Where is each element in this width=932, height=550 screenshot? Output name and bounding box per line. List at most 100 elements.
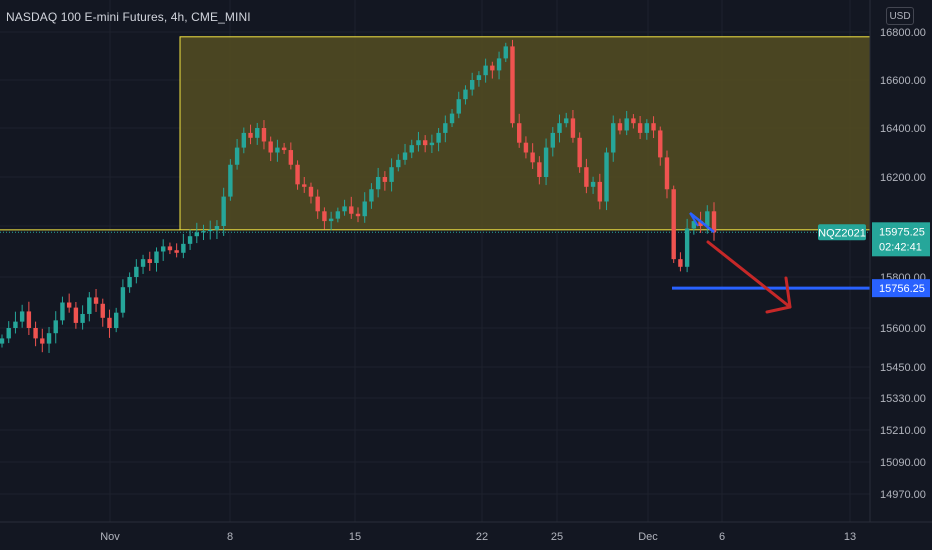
candle-body-101	[678, 259, 683, 267]
candle-body-6	[40, 338, 45, 344]
candle-body-40	[268, 141, 273, 153]
candle-body-33	[221, 196, 226, 226]
candle-body-58	[389, 167, 394, 182]
candle-body-86	[577, 137, 582, 168]
candle-body-96	[644, 123, 650, 133]
countdown-text: 02:42:41	[879, 241, 922, 253]
candle-body-50	[335, 211, 341, 219]
candle-body-104	[698, 221, 703, 226]
candle-body-28	[187, 236, 193, 244]
y-tick-label-10: 14970.00	[880, 489, 926, 501]
candle-body-9	[60, 302, 65, 321]
candle-body-10	[66, 302, 72, 308]
candle-body-26	[174, 250, 179, 253]
last-price-badge	[872, 222, 930, 257]
candle-body-103	[691, 221, 697, 229]
candle-body-41	[275, 147, 280, 153]
x-tick-label-4: 25	[551, 531, 563, 543]
x-tick-label-6: 6	[719, 531, 725, 543]
candle-body-57	[382, 177, 388, 182]
candle-body-79	[530, 152, 535, 163]
candle-body-48	[322, 211, 327, 222]
candle-body-95	[637, 123, 643, 133]
candle-body-65	[436, 132, 441, 143]
candle-body-80	[537, 162, 542, 177]
candle-body-2	[13, 321, 18, 328]
x-tick-label-5: Dec	[638, 531, 658, 543]
x-tick-label-2: 15	[349, 531, 361, 543]
candle-body-93	[624, 118, 629, 131]
candle-body-44	[295, 164, 300, 185]
symbol-badge	[818, 224, 866, 241]
candle-body-81	[543, 147, 549, 177]
candle-body-49	[328, 218, 334, 222]
candle-body-59	[396, 159, 401, 168]
y-tick-label-0: 16800.00	[880, 27, 926, 39]
candle-body-90	[604, 152, 609, 202]
currency-button[interactable]: USD	[886, 7, 914, 25]
candle-body-17	[113, 312, 119, 328]
candle-body-0	[0, 338, 5, 344]
candle-body-35	[234, 147, 240, 165]
candle-body-43	[288, 150, 294, 165]
candle-body-82	[550, 132, 555, 148]
candle-body-21	[140, 259, 146, 267]
candle-body-19	[127, 277, 132, 288]
candle-body-7	[46, 333, 52, 344]
candle-body-11	[73, 307, 79, 323]
candle-body-102	[684, 228, 690, 267]
candle-body-106	[711, 211, 717, 233]
candle-body-94	[631, 118, 636, 124]
y-tick-label-7: 15330.00	[880, 393, 926, 405]
support-price-text: 15756.25	[879, 283, 925, 295]
candle-body-54	[362, 201, 367, 217]
candle-body-13	[87, 297, 92, 314]
candle-body-76	[510, 46, 515, 124]
candle-body-29	[194, 232, 199, 237]
triangle-pattern-drawing[interactable]	[689, 212, 715, 233]
candle-body-105	[705, 211, 710, 226]
candle-body-34	[228, 164, 233, 197]
candle-body-1	[6, 328, 11, 339]
candle-body-25	[167, 246, 173, 251]
candle-body-77	[517, 123, 522, 143]
candle-body-42	[281, 147, 287, 151]
candle-body-18	[120, 287, 126, 313]
y-tick-label-3: 16200.00	[880, 172, 926, 184]
bearish-arrow-drawing[interactable]	[706, 240, 792, 314]
y-tick-label-2: 16400.00	[880, 123, 926, 135]
candle-body-12	[80, 313, 85, 323]
candle-body-98	[658, 130, 663, 158]
candle-body-91	[611, 123, 616, 153]
candle-body-37	[248, 132, 253, 138]
y-tick-label-8: 15210.00	[880, 425, 926, 437]
price-axis[interactable]: 16800.0016600.0016400.0016200.0015800.00…	[869, 0, 926, 522]
candle-body-45	[302, 184, 307, 187]
candle-body-60	[402, 152, 408, 160]
candle-body-51	[342, 206, 347, 212]
price-badges: NQZ2021 15975.25 02:42:41 15756.25	[818, 222, 930, 298]
x-tick-label-0: Nov	[100, 531, 120, 543]
candle-body-47	[315, 196, 320, 212]
candle-body-30	[201, 231, 206, 233]
last-price-text: 15975.25	[879, 226, 925, 238]
candle-body-75	[503, 46, 508, 59]
support-price-badge	[872, 279, 930, 298]
arrow-shaft	[706, 240, 792, 309]
candle-body-64	[429, 142, 435, 146]
consolidation-zone[interactable]	[179, 36, 871, 231]
candle-body-84	[564, 118, 569, 124]
candle-body-55	[369, 189, 374, 202]
candle-body-4	[26, 311, 32, 328]
candle-body-88	[590, 181, 596, 187]
candle-body-83	[557, 123, 562, 133]
triangle-left-edge	[689, 212, 699, 227]
y-tick-label-6: 15450.00	[880, 362, 926, 374]
candle-body-71	[476, 75, 482, 80]
candle-body-92	[617, 123, 623, 131]
time-axis[interactable]: Nov 8 15 22 25 Dec 6 13	[0, 521, 932, 543]
y-tick-label-5: 15600.00	[880, 323, 926, 335]
candle-body-36	[241, 132, 247, 148]
candle-body-14	[93, 297, 99, 304]
